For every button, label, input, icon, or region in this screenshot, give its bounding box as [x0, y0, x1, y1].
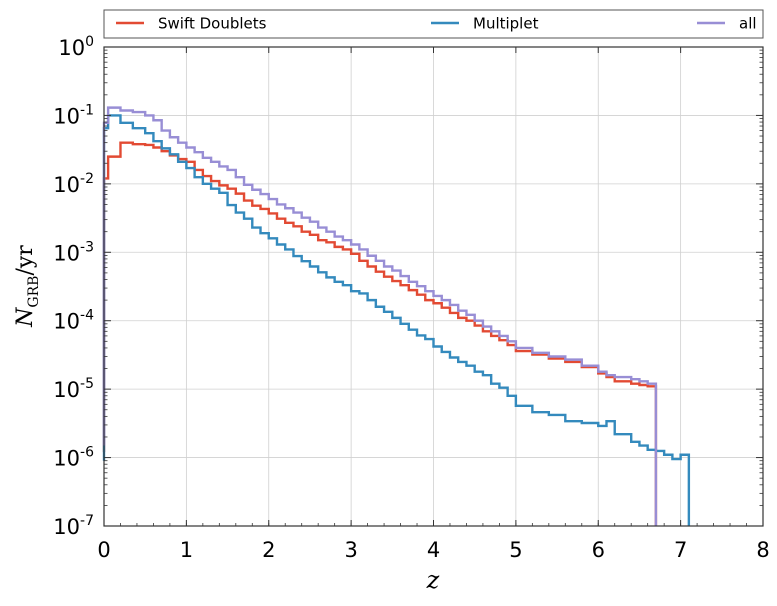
svg-text:NGRB/yr: NGRB/yr [13, 245, 42, 328]
legend-label: Multiplet [473, 15, 539, 33]
series-line [102, 106, 658, 526]
x-axis-label: z [426, 566, 440, 594]
x-tick-label: 3 [344, 538, 357, 562]
y-tick-label: 10-3 [53, 239, 94, 265]
series-line [102, 114, 691, 526]
ticks: 0 1 2 3 4 5 6 7 8 100 10-1 10-2 10-3 10-4 10-5 10-6 10-7 [53, 34, 769, 562]
y-axis-label-sub: GRB [26, 276, 42, 308]
series-group [102, 106, 691, 526]
x-tick-label: 2 [262, 538, 275, 562]
legend: Swift Doublets Multiplet all [103, 9, 764, 39]
y-tick-label: 10-2 [53, 171, 94, 197]
x-tick-label: 6 [592, 538, 605, 562]
x-tick-label: 5 [509, 538, 522, 562]
x-tick-label: 8 [756, 538, 769, 562]
legend-label: Swift Doublets [158, 15, 267, 33]
y-tick-label: 10-6 [53, 445, 94, 471]
x-tick-label: 0 [97, 538, 110, 562]
x-tick-label: 7 [674, 538, 687, 562]
x-tick-label: 4 [427, 538, 440, 562]
y-axis-label-tail: /yr [13, 245, 38, 276]
y-tick-label: 100 [58, 34, 94, 60]
y-axis-label: NGRB/yr [13, 245, 42, 328]
y-axis-label-main: N [13, 307, 38, 328]
legend-label: all [739, 15, 757, 33]
y-tick-label: 10-7 [53, 513, 94, 539]
series-line [102, 141, 658, 526]
y-tick-label: 10-4 [53, 308, 94, 334]
y-tick-label: 10-5 [53, 376, 94, 402]
x-tick-label: 1 [180, 538, 193, 562]
y-tick-label: 10-1 [53, 102, 94, 128]
